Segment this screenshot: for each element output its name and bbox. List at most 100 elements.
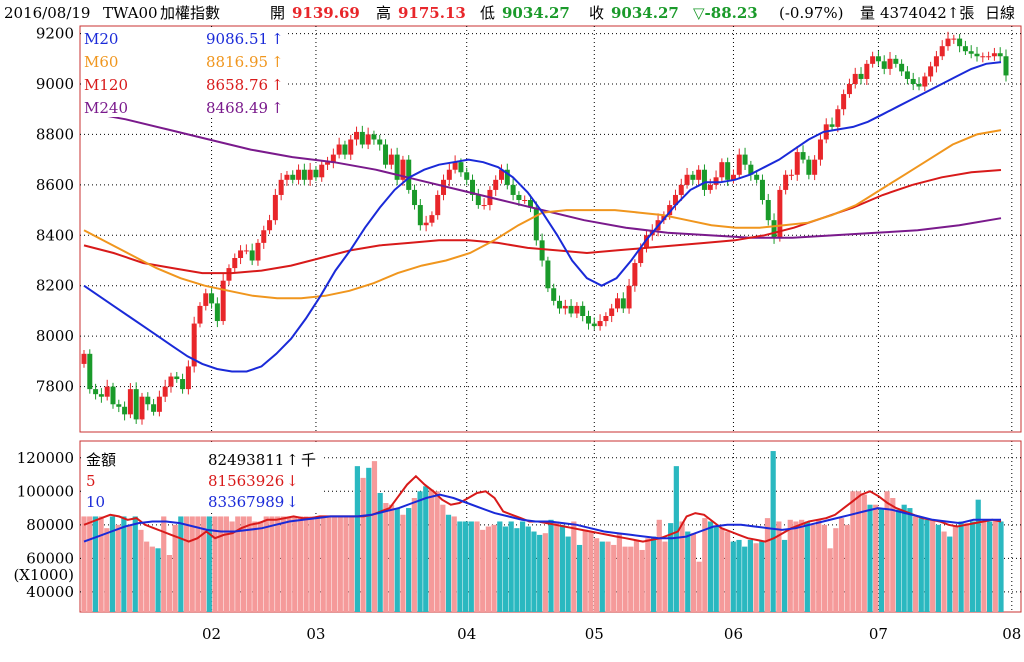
volume-bar [599, 541, 605, 612]
volume-bar [759, 541, 765, 612]
candle-body [238, 250, 244, 258]
candle-body [719, 162, 725, 178]
volume-bar [616, 533, 622, 612]
volume-bar [126, 524, 133, 612]
x-tick-label: 02 [202, 625, 221, 643]
candle-body [922, 76, 928, 87]
volume-bar [87, 516, 93, 612]
volume-bar [645, 538, 651, 612]
candle-body [168, 376, 174, 387]
candle-body [441, 179, 447, 195]
candle-body [858, 73, 864, 79]
volume-bar [690, 533, 697, 612]
close-value: 9034.27 [611, 4, 679, 22]
volume-bar [850, 491, 856, 612]
candle-body [313, 169, 319, 178]
volume-bar [451, 516, 457, 612]
volume-y-tick-label: 40000 [26, 583, 74, 601]
candle-body [713, 177, 719, 185]
candle-body [881, 61, 887, 69]
volume-bar [474, 521, 480, 612]
volume-bar [263, 516, 269, 612]
candle-body [759, 179, 765, 200]
change-value: ▽-88.23 [693, 4, 758, 22]
volume-bar [366, 467, 372, 612]
volume-legend-unit: 千 [301, 451, 316, 469]
volume-bar [417, 491, 423, 612]
volume-bar [719, 528, 725, 612]
candle-body [261, 230, 267, 243]
volume-bar [109, 516, 116, 612]
volume-bar [781, 539, 788, 612]
volume-bar [183, 516, 190, 612]
volume-bar [844, 524, 850, 612]
x-tick-label: 08 [1002, 625, 1021, 643]
candle-body [968, 51, 974, 54]
volume-bar [707, 521, 714, 612]
candle-body [191, 323, 197, 367]
volume-bar [867, 504, 873, 612]
volume-bar [975, 499, 981, 612]
candle-body [806, 159, 812, 175]
volume-y-tick-label: 80000 [26, 516, 74, 534]
price-legend-value: 8658.76 [206, 76, 268, 94]
candle-body [516, 194, 522, 200]
candle-body [145, 396, 151, 405]
candle-body [701, 169, 707, 190]
candle-body [499, 169, 505, 180]
price-legend-box [81, 27, 286, 117]
volume-legend-box [81, 442, 321, 513]
volume-bar [912, 516, 919, 612]
volume-bar [730, 541, 736, 612]
candle-body [504, 169, 510, 185]
volume-bar [81, 516, 87, 612]
candle-body [330, 154, 336, 163]
volume-bar [565, 536, 571, 612]
volume-bar [394, 508, 400, 612]
candle-body [765, 200, 771, 221]
volume-bar [633, 539, 640, 612]
volume-bar [639, 549, 645, 612]
volume-legend-arrow: ↓ [286, 493, 299, 511]
volume-bar [138, 529, 144, 612]
volume-bar [92, 516, 98, 612]
candle-body [551, 288, 557, 301]
volume-bar [269, 516, 275, 612]
volume-bar [668, 523, 674, 612]
volume-bar [628, 546, 634, 612]
candle-body [481, 205, 487, 207]
volume-bar [622, 546, 628, 612]
volume-bar [833, 528, 839, 612]
volume-bar [212, 516, 218, 612]
high-value: 9175.13 [398, 4, 466, 22]
volume-bar [201, 516, 207, 612]
candle-body [788, 174, 794, 176]
volume-bar [816, 519, 822, 612]
candle-body [435, 194, 441, 216]
candle-body [174, 376, 180, 380]
candle-body [910, 78, 916, 84]
candle-body [342, 144, 348, 155]
candle-body [945, 38, 951, 47]
volume-bar [178, 516, 184, 612]
volume-bar [303, 516, 309, 612]
candle-body [162, 386, 168, 397]
volume-bar [434, 491, 440, 612]
volume-bar [132, 516, 138, 612]
price-legend-name: M240 [84, 99, 128, 117]
candle-body [904, 71, 910, 79]
volume-bar [747, 539, 753, 612]
candle-body [591, 323, 597, 327]
quote-symbol: TWA00 [103, 4, 158, 22]
volume-bar [502, 526, 509, 612]
volume-bar [764, 518, 771, 612]
candle-body [887, 58, 893, 69]
candle-body [156, 396, 162, 412]
candle-body [928, 66, 934, 77]
candle-body [365, 134, 371, 145]
candle-body [916, 84, 922, 87]
candle-body [446, 169, 452, 180]
candle-body [574, 305, 580, 314]
candle-body [545, 260, 551, 289]
volume-bar [656, 519, 662, 612]
